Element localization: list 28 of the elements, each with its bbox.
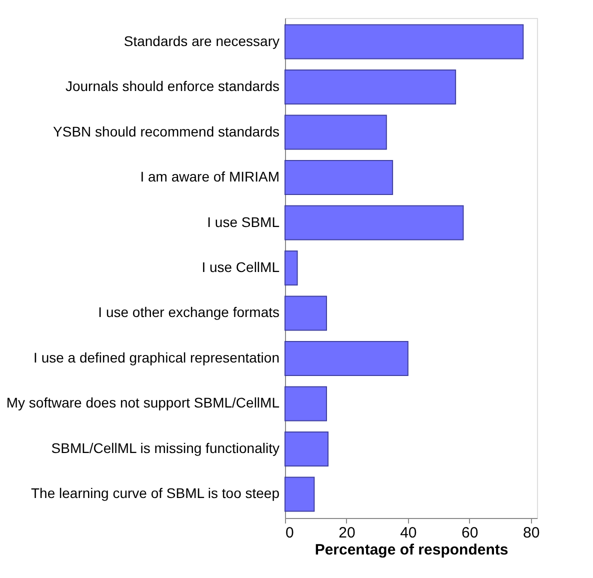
x-tick-label: 20 bbox=[338, 524, 356, 542]
x-axis-title: Percentage of respondents bbox=[314, 542, 508, 558]
y-tick-label: I use SBML bbox=[207, 214, 280, 230]
y-tick-label: I am aware of MIRIAM bbox=[140, 168, 280, 184]
y-tick-label: Standards are necessary bbox=[124, 32, 280, 49]
bar bbox=[284, 205, 464, 240]
bar bbox=[284, 386, 327, 422]
x-tick-label: 0 bbox=[286, 524, 294, 542]
x-tick-label: 60 bbox=[462, 524, 478, 542]
y-tick-label: YSBN should recommend standards bbox=[53, 123, 280, 140]
y-tick-label: The learning curve of SBML is too steep bbox=[31, 485, 280, 502]
y-tick-label: I use CellML bbox=[202, 259, 280, 275]
bar bbox=[284, 160, 394, 195]
x-tick-label: 80 bbox=[523, 524, 540, 542]
bar bbox=[284, 296, 327, 331]
y-tick-label: I use other exchange formats bbox=[98, 304, 280, 320]
bar bbox=[284, 114, 387, 150]
y-tick-label: I use a defined graphical representation bbox=[34, 350, 280, 366]
x-tick-label: 40 bbox=[400, 524, 417, 542]
bar bbox=[284, 476, 315, 512]
bar bbox=[284, 70, 456, 104]
bar bbox=[284, 24, 524, 60]
bar bbox=[284, 432, 329, 466]
bar bbox=[284, 250, 298, 286]
y-tick-label: SBML/CellML is missing functionality bbox=[51, 440, 280, 456]
bar bbox=[284, 341, 408, 376]
y-tick-label: My software does not support SBML/CellML bbox=[6, 394, 280, 411]
y-tick-label: Journals should enforce standards bbox=[65, 78, 280, 94]
